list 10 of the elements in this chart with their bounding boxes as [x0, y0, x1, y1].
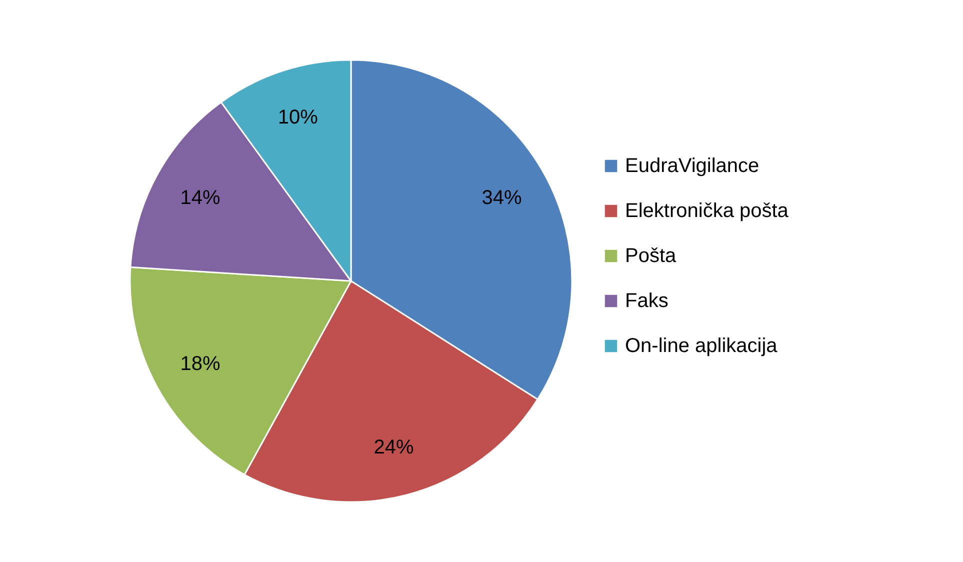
legend-label: EudraVigilance: [625, 155, 760, 177]
data-label: 14%: [180, 187, 221, 210]
legend-label: Faks: [625, 290, 668, 312]
legend-label: On-line aplikacija: [625, 335, 778, 357]
legend-label: Pošta: [625, 245, 678, 267]
legend-label: Elektronička pošta: [625, 200, 790, 222]
data-label: 24%: [374, 436, 414, 459]
data-label: 34%: [482, 187, 522, 210]
data-label: 18%: [180, 352, 221, 375]
data-label: 10%: [278, 106, 318, 128]
